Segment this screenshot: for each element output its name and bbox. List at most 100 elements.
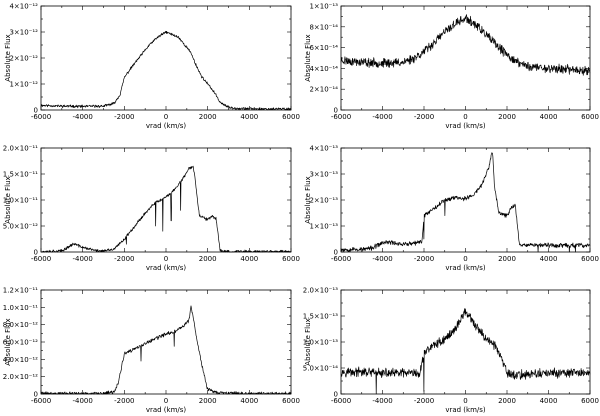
x-tick-label: 2000 [199, 113, 217, 121]
y-tick-label: 1×10⁻¹³ [309, 3, 338, 11]
y-tick-label: 2×10⁻¹³ [309, 197, 338, 205]
x-tick-label: -2000 [414, 397, 434, 405]
x-tick-label: -2000 [114, 113, 134, 121]
y-axis-label: Absolute Flux [304, 318, 312, 365]
x-tick-label: -4000 [72, 397, 92, 405]
x-tick-label: 6000 [282, 255, 300, 263]
x-tick-label: -4000 [72, 113, 92, 121]
y-tick-label: 4×10⁻¹³ [309, 145, 338, 153]
x-axis-label: vrad (km/s) [146, 264, 187, 272]
y-tick-label: 8.0×10⁻¹² [3, 321, 38, 329]
y-tick-label: 0 [34, 249, 38, 257]
x-tick-label: 0 [164, 113, 168, 121]
x-tick-label: -4000 [72, 255, 92, 263]
y-tick-label: 2.0×10⁻¹¹ [3, 145, 38, 153]
x-tick-label: 6000 [581, 255, 599, 263]
plot-frame [340, 289, 591, 395]
x-tick-label: 0 [463, 397, 467, 405]
x-tick-label: -6000 [31, 255, 51, 263]
chart-panel-1: -6000 -4000 -2000 0 2000 4000 6000 0 1×10⁻¹² 2×10… [4, 3, 300, 131]
x-tick-label: 0 [463, 255, 467, 263]
spectrum-series-1 [40, 305, 292, 395]
y-tick-label: 5.0×10⁻¹⁴ [303, 365, 338, 373]
chart-panel-5: -6000 -4000 -2000 0 2000 4000 6000 0 2.0×10⁻¹² 4.… [3, 287, 300, 415]
spectrum-series-1 [340, 308, 591, 395]
chart-panel-4: -6000 -4000 -2000 0 2000 4000 6000 0 1×10⁻¹³ 2×10… [304, 145, 599, 273]
y-tick-label: 1.5×10⁻¹³ [303, 313, 338, 321]
plot-frame [40, 147, 292, 253]
x-axis-label: vrad (km/s) [146, 122, 187, 130]
y-axis-label: Absolute Flux [4, 176, 12, 223]
y-tick-label: 4×10⁻¹² [9, 3, 38, 11]
x-tick-label: -6000 [31, 397, 51, 405]
y-tick-label: 1.2×10⁻¹¹ [3, 287, 38, 295]
y-tick-label: 1×10⁻¹² [9, 81, 38, 89]
plot-frame [340, 5, 591, 111]
x-tick-label: 2000 [498, 397, 516, 405]
x-tick-label: 2000 [199, 255, 217, 263]
y-tick-label: 2.0×10⁻¹² [3, 373, 38, 381]
x-tick-label: 0 [164, 397, 168, 405]
y-tick-label: 0 [334, 107, 338, 115]
plot-frame [40, 289, 292, 395]
x-tick-label: 0 [164, 255, 168, 263]
x-tick-label: 6000 [581, 397, 599, 405]
x-axis-label: vrad (km/s) [445, 406, 486, 414]
x-tick-label: 2000 [199, 397, 217, 405]
y-tick-label: 3×10⁻¹² [9, 29, 38, 37]
y-axis-label: Absolute Flux [304, 34, 312, 81]
x-tick-label: -2000 [414, 113, 434, 121]
x-axis-label: vrad (km/s) [445, 264, 486, 272]
x-tick-label: 4000 [540, 113, 558, 121]
y-tick-label: 0 [34, 107, 38, 115]
chart-panel-3: -6000 -4000 -2000 0 2000 4000 6000 0 5.0×10⁻¹² 1.… [3, 145, 300, 273]
x-tick-label: -2000 [114, 255, 134, 263]
x-tick-label: 6000 [282, 113, 300, 121]
x-tick-label: -6000 [331, 113, 351, 121]
y-tick-label: 8×10⁻¹⁴ [309, 23, 338, 31]
plot-frame [340, 147, 591, 253]
y-tick-label: 0 [334, 391, 338, 399]
y-tick-label: 1.5×10⁻¹¹ [3, 171, 38, 179]
x-tick-label: -2000 [414, 255, 434, 263]
x-tick-label: 0 [463, 113, 467, 121]
spectrum-series-1 [340, 14, 591, 76]
x-tick-label: -4000 [372, 255, 392, 263]
y-tick-label: 0 [334, 249, 338, 257]
spectrum-series-1 [340, 152, 591, 253]
y-tick-label: 6.0×10⁻¹² [3, 339, 38, 347]
spectrum-series-1 [40, 30, 292, 111]
y-axis-label: Absolute Flux [304, 176, 312, 223]
y-tick-label: 2.0×10⁻¹³ [303, 287, 338, 295]
y-tick-label: 1×10⁻¹³ [309, 223, 338, 231]
x-tick-label: 4000 [540, 397, 558, 405]
x-tick-label: -6000 [331, 397, 351, 405]
x-tick-label: -4000 [372, 113, 392, 121]
y-tick-label: 1.0×10⁻¹³ [303, 339, 338, 347]
y-tick-label: 3×10⁻¹³ [309, 171, 338, 179]
y-axis-label: Absolute Flux [4, 34, 12, 81]
y-tick-label: 5.0×10⁻¹² [3, 223, 38, 231]
y-tick-label: 6×10⁻¹⁴ [309, 44, 338, 52]
x-tick-label: 6000 [581, 113, 599, 121]
x-tick-label: 4000 [240, 397, 258, 405]
x-tick-label: 6000 [282, 397, 300, 405]
x-tick-label: -6000 [331, 255, 351, 263]
x-tick-label: 2000 [498, 113, 516, 121]
chart-panel-6: -6000 -4000 -2000 0 2000 4000 6000 0 5.0×10⁻¹⁴ 1.… [303, 287, 599, 415]
x-tick-label: -4000 [372, 397, 392, 405]
y-tick-label: 4.0×10⁻¹² [3, 356, 38, 364]
y-tick-label: 1.0×10⁻¹¹ [3, 197, 38, 205]
plot-frame [40, 5, 292, 111]
y-tick-label: 2×10⁻¹⁴ [309, 86, 338, 94]
x-tick-label: -6000 [31, 113, 51, 121]
y-tick-label: 0 [34, 391, 38, 399]
x-tick-label: -2000 [114, 397, 134, 405]
x-tick-label: 4000 [240, 113, 258, 121]
y-tick-label: 2×10⁻¹² [9, 55, 38, 63]
spectrum-series-1 [40, 165, 292, 253]
x-axis-label: vrad (km/s) [445, 122, 486, 130]
x-tick-label: 4000 [240, 255, 258, 263]
x-tick-label: 2000 [498, 255, 516, 263]
